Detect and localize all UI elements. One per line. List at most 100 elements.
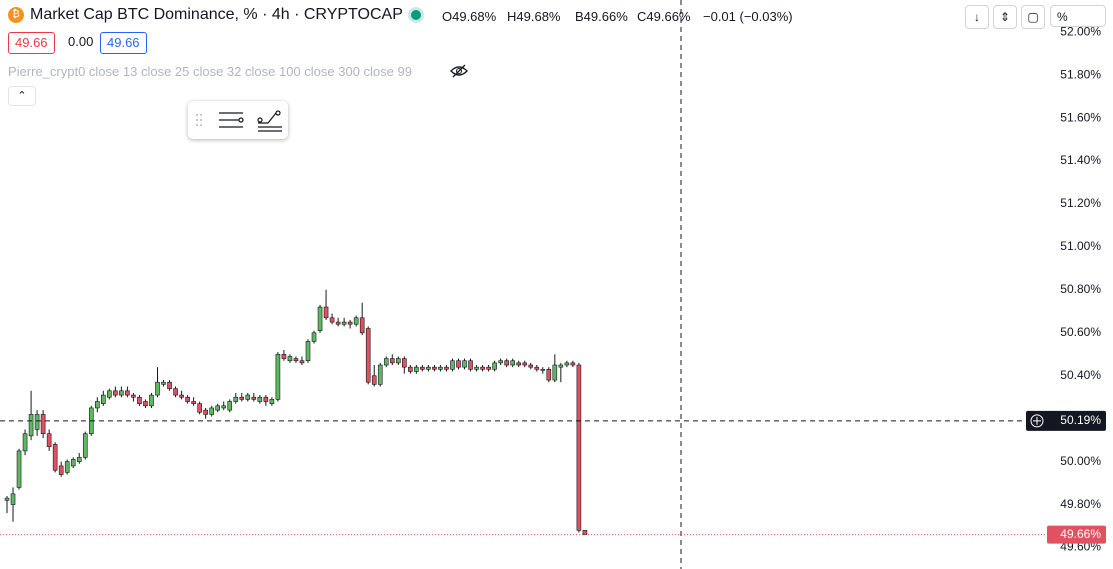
candle-body — [281, 353, 287, 359]
ohlc-high: H49.68% — [507, 9, 561, 24]
buy-badge[interactable]: 49.66 — [100, 32, 147, 54]
candle-body — [486, 366, 491, 370]
y-tick-label: 51.00% — [1060, 239, 1101, 253]
candle-body — [70, 459, 76, 467]
candle-body — [185, 396, 190, 402]
candle-body — [582, 530, 588, 535]
candle-body — [426, 366, 431, 370]
candle-body — [125, 390, 130, 396]
candle-body — [269, 399, 275, 404]
candle-body — [64, 461, 70, 473]
candle-body — [221, 405, 227, 409]
candle-body — [22, 433, 28, 452]
crosshair-label: 50.19% — [1060, 413, 1101, 427]
collapse-button[interactable]: ⌃ — [8, 86, 36, 106]
scale-input[interactable]: % — [1050, 5, 1106, 27]
candle-body — [10, 493, 16, 505]
ohlc-change: −0.01 (−0.03%) — [703, 9, 793, 24]
candle-body — [46, 433, 52, 447]
candle-body — [528, 364, 534, 368]
candle-body — [119, 390, 124, 396]
y-tick-label: 50.60% — [1060, 325, 1101, 339]
add-icon[interactable] — [1030, 414, 1044, 428]
candle-body — [251, 396, 257, 400]
candle-body — [546, 369, 552, 381]
candle-body — [323, 306, 329, 319]
last-price-label: 49.66% — [1060, 527, 1101, 541]
candle-body — [347, 321, 353, 325]
candle-body — [558, 364, 564, 368]
candle-body — [480, 366, 485, 370]
candle-body — [40, 414, 46, 435]
candle-body — [155, 381, 160, 396]
candle-body — [395, 358, 401, 364]
toolbar-icons[interactable] — [188, 101, 288, 139]
y-tick-label: 51.40% — [1060, 153, 1101, 167]
candle-body — [95, 401, 100, 409]
candle-body — [305, 341, 311, 362]
candle-body — [149, 394, 154, 407]
candle-body — [317, 306, 323, 331]
hide-icon[interactable] — [449, 63, 469, 79]
candle-body — [576, 364, 582, 531]
candle-body — [173, 388, 178, 396]
candle-body — [359, 317, 365, 334]
candle-body — [107, 390, 112, 398]
y-tick-label: 52.00% — [1060, 24, 1101, 38]
candle-body — [570, 362, 576, 366]
candle-body — [167, 381, 172, 389]
y-tick-label: 51.60% — [1060, 110, 1101, 124]
down-button[interactable]: ↓ — [965, 5, 989, 29]
symbol-title[interactable]: Market Cap BTC Dominance, % · 4h · CRYPT… — [30, 6, 403, 23]
candle-body — [377, 364, 383, 385]
candle-body — [341, 321, 347, 325]
candle-body — [450, 360, 455, 370]
candle-body — [335, 321, 341, 325]
candle-body — [293, 358, 299, 362]
candle-body — [420, 366, 425, 370]
candle-body — [353, 317, 359, 325]
candle-body — [468, 360, 473, 370]
candle-body — [462, 360, 467, 368]
candle-body — [203, 409, 208, 415]
candle-body — [389, 358, 395, 364]
candle-body — [510, 360, 515, 366]
y-tick-label: 51.80% — [1060, 67, 1101, 81]
last-price-tag — [1047, 525, 1106, 544]
candle-body — [52, 444, 58, 471]
maximize-button[interactable]: ▢ — [1021, 5, 1045, 29]
candle-body — [402, 358, 407, 368]
candle-body — [113, 390, 118, 396]
candle-body — [209, 407, 214, 415]
candle-body — [16, 450, 22, 488]
y-tick-label: 51.20% — [1060, 196, 1101, 210]
spread-badge: 0.00 — [68, 34, 94, 49]
btc-icon: ₿ — [8, 7, 24, 23]
candle-body — [161, 381, 166, 385]
ohlc-open: O49.68% — [442, 9, 497, 24]
candle-body — [438, 366, 443, 370]
candle-body — [263, 396, 269, 402]
y-tick-label: 49.80% — [1060, 497, 1101, 511]
candle-body — [329, 317, 335, 323]
y-tick-label: 50.80% — [1060, 282, 1101, 296]
candle-body — [432, 366, 437, 370]
ohlc-close: C49.66% — [637, 9, 691, 24]
y-tick-label: 50.40% — [1060, 368, 1101, 382]
candle-body — [534, 366, 540, 370]
candle-body — [522, 362, 528, 366]
collapse-pane-button[interactable]: ⇕ — [993, 5, 1017, 29]
candle-body — [239, 396, 245, 400]
candle-body — [227, 401, 233, 411]
candle-body — [474, 366, 479, 370]
candle-body — [137, 396, 142, 404]
candle-body — [197, 403, 202, 413]
sell-badge[interactable]: 49.66 — [8, 32, 55, 54]
candle-body — [101, 394, 106, 404]
candle-body — [131, 394, 136, 398]
candle-body — [233, 396, 239, 402]
candle-body — [492, 362, 497, 370]
crosshair-tag — [1026, 410, 1106, 431]
candle-body — [215, 405, 220, 411]
